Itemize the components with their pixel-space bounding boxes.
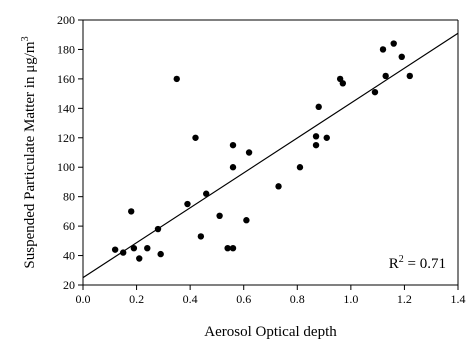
y-axis-label: Suspended Particulate Matter in μg/m3 <box>20 36 38 268</box>
y-tick-label: 100 <box>57 160 75 174</box>
x-tick-label: 1.0 <box>343 292 358 306</box>
data-point-0 <box>111 246 119 253</box>
data-point-8 <box>173 75 180 83</box>
data-point-18 <box>243 217 250 224</box>
data-point-14 <box>224 244 231 252</box>
y-tick-label: 40 <box>63 249 75 263</box>
y-tick-label: 180 <box>57 42 75 56</box>
data-point-30 <box>382 72 389 80</box>
data-point-9 <box>184 200 191 208</box>
plot-area <box>82 19 459 286</box>
y-tick-label: 60 <box>63 219 75 233</box>
data-point-4 <box>136 255 143 262</box>
data-point-24 <box>315 103 322 111</box>
data-point-1 <box>119 249 127 256</box>
y-tick-label: 80 <box>63 190 75 204</box>
y-tick-label: 20 <box>63 278 75 292</box>
data-point-16 <box>229 141 237 149</box>
data-point-5 <box>144 244 151 252</box>
data-point-10 <box>192 134 199 141</box>
x-tick-label: 1.2 <box>397 292 412 306</box>
data-point-20 <box>275 183 282 190</box>
data-point-28 <box>371 88 379 96</box>
x-tick-label: 0.2 <box>129 292 144 306</box>
x-tick-label: 1.4 <box>451 292 466 306</box>
x-axis-label: Aerosol Optical depth <box>204 324 337 340</box>
data-point-6 <box>154 225 162 233</box>
x-axis-label-text: Aerosol Optical depth <box>204 324 337 340</box>
y-tick-label: 160 <box>57 72 75 86</box>
data-point-25 <box>323 134 330 141</box>
data-point-11 <box>197 233 205 240</box>
x-tick-label: 0.4 <box>183 292 198 306</box>
x-axis-ticks: 0.0 0.2 0.4 0.6 0.8 1.0 1.2 1.4 <box>76 285 466 306</box>
data-point-2 <box>128 208 135 215</box>
r-squared-superscript: 2 <box>399 254 404 265</box>
data-point-31 <box>390 40 397 47</box>
data-point-23 <box>312 141 320 149</box>
data-point-27 <box>339 80 347 87</box>
data-point-32 <box>398 53 405 61</box>
data-point-19 <box>245 149 253 156</box>
data-point-3 <box>130 244 138 252</box>
data-point-33 <box>406 72 413 80</box>
x-tick-label: 0.6 <box>236 292 251 306</box>
data-point-21 <box>296 164 304 171</box>
y-tick-label: 140 <box>57 101 75 115</box>
data-point-29 <box>379 46 387 53</box>
r-squared-symbol: R <box>389 256 399 272</box>
data-points <box>111 40 413 262</box>
data-point-15 <box>229 244 237 252</box>
x-tick-label: 0.8 <box>290 292 305 306</box>
y-axis-label-superscript: 3 <box>20 36 31 41</box>
r-squared-value: = 0.71 <box>404 256 446 272</box>
data-point-22 <box>312 133 320 140</box>
data-point-13 <box>216 212 223 220</box>
y-tick-label: 200 <box>57 13 75 27</box>
data-point-12 <box>203 190 210 197</box>
y-axis-ticks: 20 40 60 80 100 120 140 160 180 200 <box>57 13 83 292</box>
y-tick-label: 120 <box>57 131 75 145</box>
y-axis-label-text: Suspended Particulate Matter in μg/m <box>22 41 38 268</box>
x-tick-label: 0.0 <box>76 292 91 306</box>
data-point-17 <box>229 164 237 171</box>
r-squared-annotation: R2 = 0.71 <box>389 254 446 272</box>
data-point-7 <box>157 250 164 258</box>
trend-line <box>82 32 459 279</box>
